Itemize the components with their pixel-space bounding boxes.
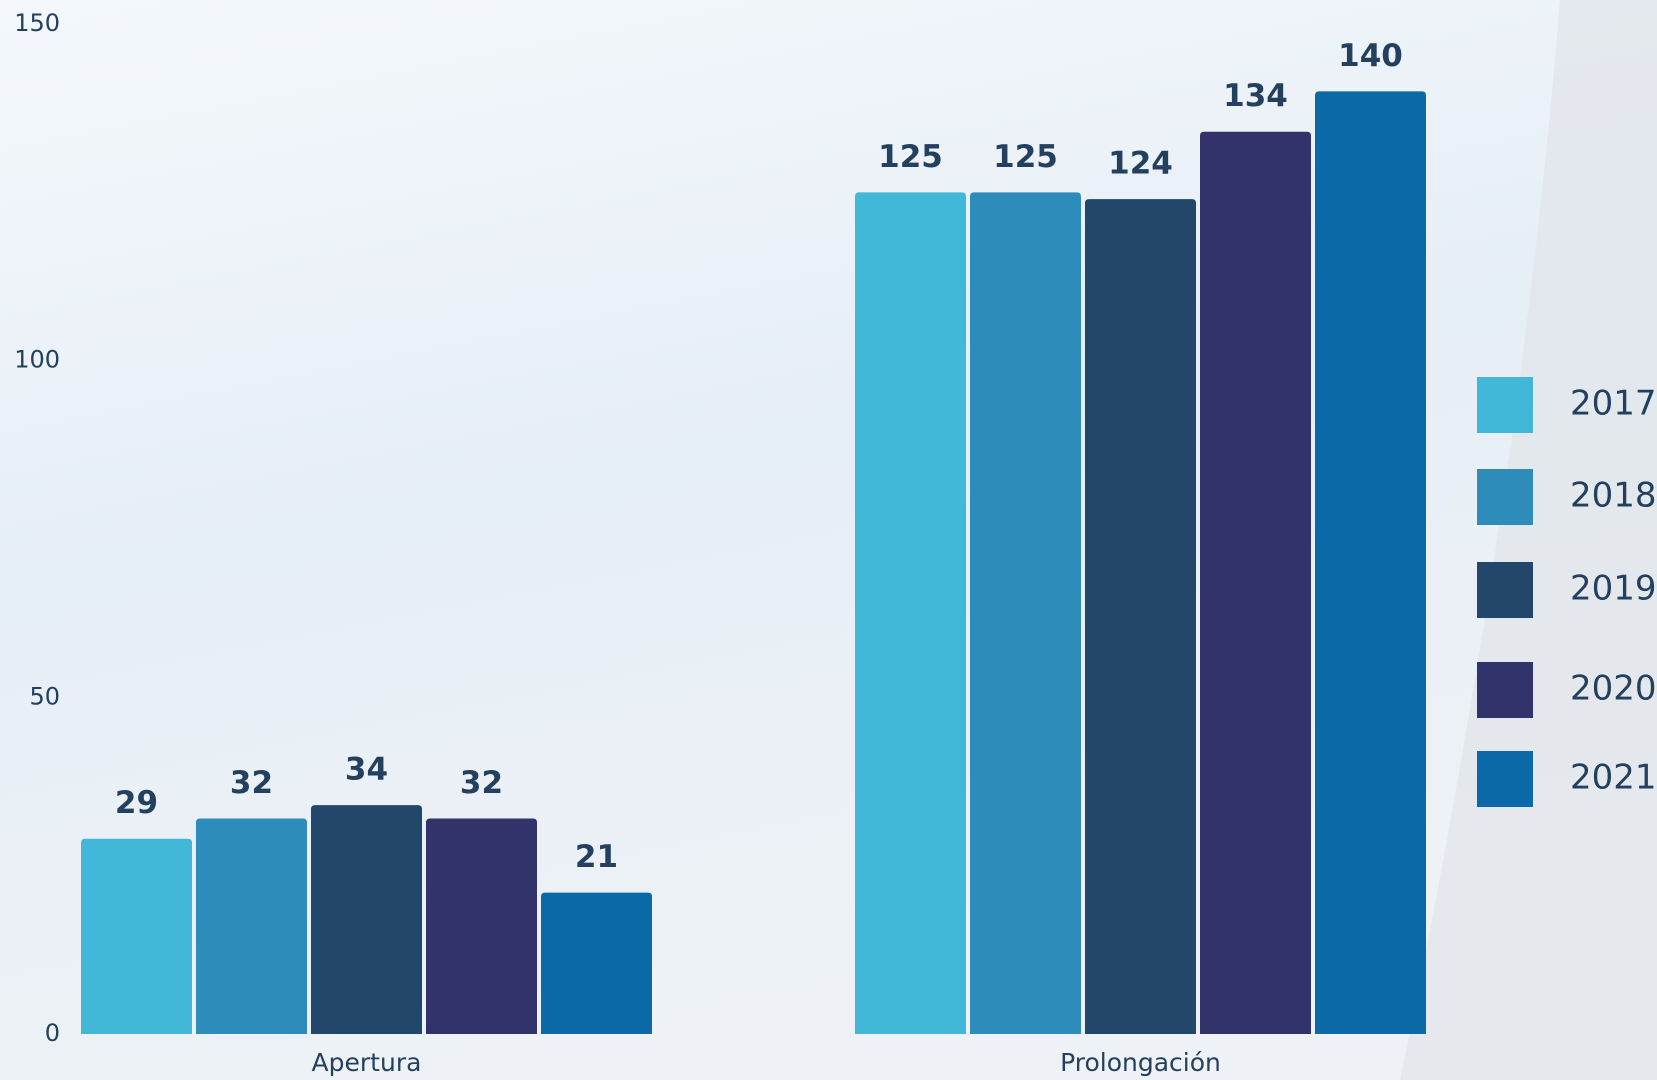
bar: [426, 818, 537, 1034]
value-label: 140: [1338, 38, 1403, 74]
legend-swatch: [1477, 751, 1533, 807]
legend-label: 2018: [1570, 476, 1657, 516]
legend-swatch: [1477, 662, 1533, 718]
window-frame: [1400, 0, 1657, 1080]
bar: [311, 805, 422, 1034]
value-label: 134: [1223, 78, 1288, 114]
legend-label: 2020: [1570, 669, 1657, 709]
x-tick-label: Apertura: [312, 1048, 422, 1077]
value-label: 29: [115, 785, 158, 821]
legend-swatch: [1477, 469, 1533, 525]
bar: [541, 892, 652, 1034]
legend-swatch: [1477, 377, 1533, 433]
legend-swatch: [1477, 562, 1533, 618]
value-label: 124: [1108, 146, 1173, 182]
bar: [81, 838, 192, 1034]
value-label: 32: [460, 765, 503, 801]
y-tick-label: 100: [14, 346, 60, 374]
value-label: 32: [230, 765, 273, 801]
bar: [1315, 91, 1426, 1035]
y-tick-label: 150: [14, 9, 60, 37]
legend-label: 2017: [1570, 384, 1657, 424]
y-tick-label: 50: [29, 682, 60, 710]
bar: [1085, 199, 1196, 1035]
bar: [970, 192, 1081, 1035]
legend-label: 2021: [1570, 758, 1657, 798]
x-tick-label: Prolongación: [1060, 1048, 1221, 1077]
value-label: 21: [575, 839, 618, 875]
y-tick-label: 0: [45, 1019, 60, 1047]
value-label: 34: [345, 752, 388, 788]
bar: [855, 192, 966, 1035]
bar: [196, 818, 307, 1034]
bar: [1200, 131, 1311, 1034]
legend-label: 2019: [1570, 569, 1657, 609]
value-label: 125: [993, 139, 1058, 175]
value-label: 125: [878, 139, 943, 175]
